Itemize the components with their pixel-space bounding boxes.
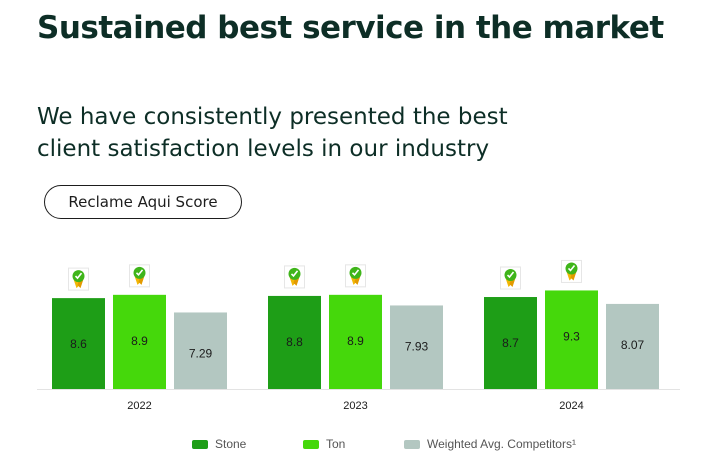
bar-weighted-avg-competitors-2022 [174, 312, 227, 389]
data-label-weighted-avg-competitors-2023: 7.93 [405, 339, 429, 353]
legend-swatch-ton [303, 439, 319, 449]
award-check-icon [290, 270, 299, 278]
x-tick-label-2023: 2023 [343, 400, 367, 412]
data-label-weighted-avg-competitors-2024: 8.07 [621, 338, 645, 352]
legend-item-competitors: Weighted Avg. Competitors¹ [404, 437, 576, 451]
data-label-weighted-avg-competitors-2022: 7.29 [189, 346, 213, 360]
award-check-icon [74, 272, 83, 280]
data-label-ton-2022: 8.9 [131, 334, 148, 348]
award-badge-icon [561, 259, 582, 283]
bar-stone-2022 [52, 298, 105, 389]
page-subtitle: We have consistently presented the best … [37, 101, 508, 165]
x-tick-label-2022: 2022 [127, 400, 151, 412]
award-badge-icon [345, 264, 366, 288]
award-check-icon [506, 271, 515, 279]
legend-item-stone: Stone [192, 437, 246, 451]
subtitle-line-1: We have consistently presented the best [37, 104, 508, 130]
bar-stone-2023 [268, 295, 321, 389]
award-badge-icon [68, 267, 89, 291]
award-badge-icon [129, 264, 150, 288]
award-check-icon [567, 264, 576, 272]
data-label-stone-2023: 8.8 [286, 335, 303, 349]
legend-label-competitors: Weighted Avg. Competitors¹ [427, 437, 576, 451]
bar-weighted-avg-competitors-2023 [390, 305, 443, 389]
legend-label-ton: Ton [326, 437, 346, 451]
subtitle-line-2: client satisfaction levels in our indust… [37, 136, 490, 162]
data-label-ton-2024: 9.3 [563, 329, 580, 343]
legend-label-stone: Stone [215, 437, 247, 451]
bar-ton-2022 [113, 294, 166, 389]
data-label-stone-2024: 8.7 [502, 336, 519, 350]
legend-swatch-competitors [404, 439, 420, 449]
award-badge-icon [500, 266, 521, 290]
score-label-pill: Reclame Aqui Score [44, 185, 242, 219]
award-badge-icon [284, 265, 305, 289]
legend-swatch-stone [192, 439, 208, 449]
data-label-ton-2023: 8.9 [347, 334, 364, 348]
page-title: Sustained best service in the market [37, 10, 664, 46]
data-label-stone-2022: 8.6 [70, 337, 87, 351]
chart-legend: Stone Ton Weighted Avg. Competitors¹ [0, 437, 711, 453]
award-check-icon [135, 269, 144, 277]
bar-stone-2024 [484, 297, 537, 389]
award-check-icon [351, 269, 360, 277]
legend-item-ton: Ton [303, 437, 345, 451]
x-tick-label-2024: 2024 [559, 400, 583, 412]
bar-ton-2024 [545, 290, 598, 389]
bar-weighted-avg-competitors-2024 [606, 303, 659, 389]
bar-ton-2023 [329, 294, 382, 389]
